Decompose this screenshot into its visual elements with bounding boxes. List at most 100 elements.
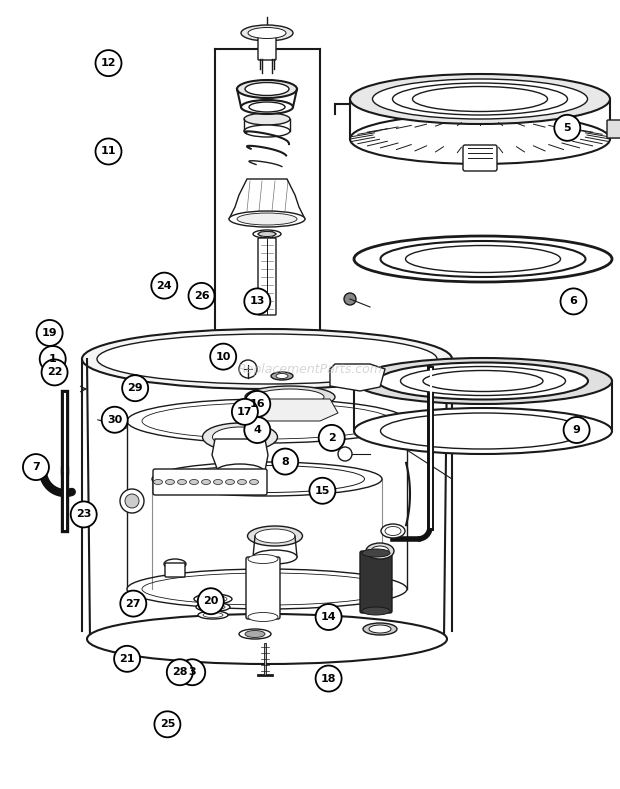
Ellipse shape — [237, 480, 247, 484]
Ellipse shape — [255, 529, 295, 543]
Ellipse shape — [412, 87, 547, 111]
Ellipse shape — [237, 213, 297, 225]
Ellipse shape — [169, 466, 365, 492]
Ellipse shape — [164, 559, 186, 569]
Ellipse shape — [354, 408, 612, 454]
FancyBboxPatch shape — [246, 557, 280, 619]
Ellipse shape — [253, 550, 297, 564]
Ellipse shape — [82, 329, 452, 389]
Ellipse shape — [177, 480, 187, 484]
Ellipse shape — [226, 480, 234, 484]
Text: 4: 4 — [254, 425, 261, 435]
Circle shape — [120, 591, 146, 616]
Ellipse shape — [381, 241, 585, 277]
Ellipse shape — [248, 555, 278, 563]
Ellipse shape — [201, 604, 225, 610]
Ellipse shape — [87, 614, 447, 664]
FancyBboxPatch shape — [607, 120, 620, 138]
Ellipse shape — [199, 596, 227, 603]
Ellipse shape — [239, 629, 271, 639]
Ellipse shape — [362, 607, 390, 615]
Ellipse shape — [385, 526, 401, 536]
Circle shape — [319, 425, 345, 451]
Ellipse shape — [196, 603, 230, 611]
Text: 14: 14 — [321, 612, 337, 622]
Ellipse shape — [166, 480, 174, 484]
Ellipse shape — [245, 83, 289, 95]
Text: 2: 2 — [328, 433, 335, 443]
Ellipse shape — [249, 480, 259, 484]
Circle shape — [122, 376, 148, 401]
Circle shape — [198, 589, 224, 614]
Ellipse shape — [152, 462, 382, 496]
Ellipse shape — [373, 79, 588, 119]
Circle shape — [244, 391, 270, 417]
Circle shape — [564, 417, 590, 443]
Text: 17: 17 — [237, 407, 253, 417]
Ellipse shape — [198, 611, 228, 619]
Circle shape — [344, 293, 356, 305]
Ellipse shape — [97, 334, 437, 384]
Circle shape — [232, 399, 258, 424]
Circle shape — [71, 502, 97, 527]
Text: 3: 3 — [188, 667, 196, 677]
Polygon shape — [242, 399, 338, 421]
Circle shape — [244, 289, 270, 314]
Circle shape — [23, 454, 49, 480]
Circle shape — [338, 447, 352, 461]
Circle shape — [125, 494, 139, 508]
Ellipse shape — [190, 480, 198, 484]
Text: 24: 24 — [156, 281, 172, 290]
Text: 23: 23 — [76, 510, 91, 519]
Circle shape — [309, 478, 335, 503]
Circle shape — [560, 289, 587, 314]
Circle shape — [37, 320, 63, 346]
Ellipse shape — [362, 549, 390, 557]
Text: 9: 9 — [573, 425, 580, 435]
Ellipse shape — [405, 245, 560, 272]
Circle shape — [95, 50, 122, 76]
Circle shape — [120, 489, 144, 513]
Text: 11: 11 — [100, 147, 117, 156]
Ellipse shape — [216, 464, 264, 478]
Ellipse shape — [247, 526, 303, 546]
Circle shape — [42, 360, 68, 385]
Ellipse shape — [248, 612, 278, 622]
Text: 5: 5 — [564, 123, 571, 133]
Circle shape — [188, 283, 215, 308]
Circle shape — [316, 666, 342, 691]
Text: 22: 22 — [47, 368, 62, 377]
Text: 15: 15 — [315, 486, 330, 495]
Text: 10: 10 — [216, 352, 231, 361]
Text: 29: 29 — [127, 383, 143, 393]
Text: 30: 30 — [107, 415, 122, 424]
FancyBboxPatch shape — [153, 469, 267, 495]
Ellipse shape — [363, 623, 397, 635]
Circle shape — [167, 660, 193, 685]
Ellipse shape — [203, 612, 223, 618]
Text: 8: 8 — [281, 457, 289, 466]
Ellipse shape — [371, 546, 389, 556]
Ellipse shape — [229, 211, 305, 227]
Ellipse shape — [245, 630, 265, 638]
Text: 27: 27 — [125, 599, 141, 608]
Ellipse shape — [241, 25, 293, 41]
Text: 12: 12 — [100, 58, 117, 68]
Ellipse shape — [237, 80, 297, 98]
Circle shape — [154, 712, 180, 737]
Ellipse shape — [354, 236, 612, 282]
Ellipse shape — [194, 594, 232, 604]
Ellipse shape — [241, 100, 293, 114]
Text: 20: 20 — [203, 596, 218, 606]
Circle shape — [179, 660, 205, 685]
Ellipse shape — [256, 389, 324, 405]
Text: 19: 19 — [42, 328, 58, 338]
Text: 28: 28 — [172, 667, 187, 677]
FancyBboxPatch shape — [258, 238, 276, 315]
Ellipse shape — [127, 569, 407, 609]
Ellipse shape — [203, 423, 278, 451]
Text: 26: 26 — [193, 291, 210, 301]
Circle shape — [40, 346, 66, 372]
Text: 13: 13 — [250, 297, 265, 306]
Text: 21: 21 — [119, 654, 135, 664]
